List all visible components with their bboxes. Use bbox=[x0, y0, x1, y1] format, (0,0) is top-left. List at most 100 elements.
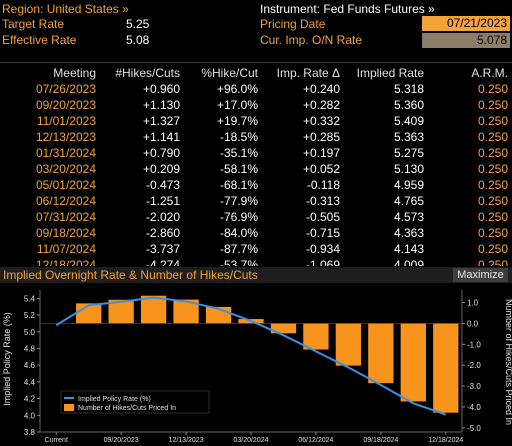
col-imp-rate-delta[interactable]: Imp. Rate Δ bbox=[276, 66, 340, 80]
col-hikes-cuts[interactable]: #Hikes/Cuts bbox=[115, 66, 180, 80]
implied-rate-cell: 4.765 bbox=[393, 194, 424, 208]
meeting-date-cell: 12/13/2023 bbox=[35, 130, 96, 144]
left-tick-label: 3.8 bbox=[24, 428, 36, 437]
pct-hike-cut-cell: -18.5% bbox=[219, 130, 258, 144]
arm-cell: 0.250 bbox=[477, 162, 508, 176]
left-tick-label: 4.4 bbox=[24, 378, 36, 387]
table-row[interactable]: 01/31/2024 +0.790 -35.1% +0.197 5.275 0.250 bbox=[0, 145, 512, 161]
bar bbox=[433, 323, 459, 413]
arm-cell: 0.250 bbox=[477, 242, 508, 256]
hikes-cuts-cell: -4.274 bbox=[145, 258, 180, 272]
table-row[interactable]: 11/07/2024 -3.737 -87.7% -0.934 4.143 0.250 bbox=[0, 241, 512, 257]
left-tick-label: 4.2 bbox=[24, 395, 36, 404]
meeting-date-cell: 05/01/2024 bbox=[35, 178, 96, 192]
imp-rate-delta-cell: -0.505 bbox=[305, 210, 340, 224]
bar bbox=[303, 323, 329, 350]
implied-rate-cell: 5.360 bbox=[393, 98, 424, 112]
region-selector[interactable]: Region: United States » bbox=[2, 2, 129, 16]
arm-cell: 0.250 bbox=[477, 210, 508, 224]
legend-bar-swatch bbox=[64, 404, 74, 411]
x-tick-label: 09/18/2024 bbox=[363, 437, 398, 444]
table-row[interactable]: 06/12/2024 -1.251 -77.9% -0.313 4.765 0.250 bbox=[0, 193, 512, 209]
pct-hike-cut-cell: -76.9% bbox=[219, 210, 258, 224]
implied-rate-cell: 5.409 bbox=[393, 114, 424, 128]
legend-box bbox=[60, 390, 210, 414]
left-axis-label: Implied Policy Rate (%) bbox=[2, 312, 12, 406]
bar bbox=[335, 323, 362, 366]
right-tick-label: 0.0 bbox=[467, 319, 479, 328]
col-meeting[interactable]: Meeting bbox=[53, 66, 96, 80]
right-tick-label: -5.0 bbox=[467, 424, 481, 433]
table-row[interactable]: 12/13/2023 +1.141 -18.5% +0.285 5.363 0.250 bbox=[0, 129, 512, 145]
arm-cell: 0.250 bbox=[477, 194, 508, 208]
instrument-selector[interactable]: Instrument: Fed Funds Futures » bbox=[260, 2, 435, 16]
cur-imp-rate-field[interactable]: 5.078 bbox=[422, 33, 510, 48]
table-header-row: Meeting #Hikes/Cuts %Hike/Cut Imp. Rate … bbox=[0, 66, 512, 81]
col-implied-rate[interactable]: Implied Rate bbox=[356, 66, 424, 80]
col-pct-hike-cut[interactable]: %Hike/Cut bbox=[201, 66, 258, 80]
hikes-cuts-cell: -3.737 bbox=[145, 242, 180, 256]
hikes-cuts-cell: -2.020 bbox=[145, 210, 180, 224]
meeting-date-cell: 06/12/2024 bbox=[35, 194, 96, 208]
implied-rate-cell: 5.318 bbox=[393, 82, 424, 96]
meeting-date-cell: 07/31/2024 bbox=[35, 210, 96, 224]
pct-hike-cut-cell: -53.7% bbox=[219, 258, 258, 272]
x-tick-label: 12/13/2023 bbox=[169, 437, 204, 444]
meeting-date-cell: 07/26/2023 bbox=[35, 82, 96, 96]
target-rate-label: Target Rate bbox=[2, 17, 65, 31]
pricing-date-label: Pricing Date bbox=[260, 17, 326, 31]
pct-hike-cut-cell: +96.0% bbox=[216, 82, 258, 96]
table-row[interactable]: 05/01/2024 -0.473 -68.1% -0.118 4.959 0.250 bbox=[0, 177, 512, 193]
bar bbox=[140, 295, 167, 324]
col-arm[interactable]: A.R.M. bbox=[471, 66, 508, 80]
table-row[interactable]: 03/20/2024 +0.209 -58.1% +0.052 5.130 0.250 bbox=[0, 161, 512, 177]
chart-title-bar bbox=[0, 267, 512, 283]
right-tick-label: -3.0 bbox=[467, 382, 481, 391]
x-tick-label: 12/18/2024 bbox=[428, 437, 463, 444]
left-tick-label: 4.8 bbox=[24, 344, 36, 353]
arm-cell: 0.250 bbox=[477, 130, 508, 144]
imp-rate-delta-cell: +0.052 bbox=[302, 162, 340, 176]
arm-cell: 0.250 bbox=[477, 114, 508, 128]
implied-rate-cell: 4.009 bbox=[393, 258, 424, 272]
bar bbox=[368, 323, 394, 384]
bar bbox=[108, 299, 134, 324]
imp-rate-delta-cell: +0.285 bbox=[302, 130, 340, 144]
left-tick-label: 5.2 bbox=[24, 311, 36, 320]
bar bbox=[400, 323, 426, 402]
implied-rate-cell: 5.130 bbox=[393, 162, 424, 176]
imp-rate-delta-cell: +0.240 bbox=[302, 82, 340, 96]
implied-rate-cell: 5.363 bbox=[393, 130, 424, 144]
right-tick-label: -2.0 bbox=[467, 361, 481, 370]
arm-cell: 0.250 bbox=[477, 226, 508, 240]
chart-title: Implied Overnight Rate & Number of Hikes… bbox=[3, 268, 258, 282]
hikes-cuts-cell: +0.960 bbox=[142, 82, 180, 96]
meeting-date-cell: 11/01/2023 bbox=[36, 114, 96, 128]
imp-rate-delta-cell: +0.332 bbox=[302, 114, 340, 128]
table-row[interactable]: 09/18/2024 -2.860 -84.0% -0.715 4.363 0.250 bbox=[0, 225, 512, 241]
table-row[interactable]: 11/01/2023 +1.327 +19.7% +0.332 5.409 0.250 bbox=[0, 113, 512, 129]
hikes-cuts-cell: +0.209 bbox=[142, 162, 180, 176]
right-tick-label: -1.0 bbox=[467, 340, 481, 349]
arm-cell: 0.250 bbox=[477, 146, 508, 160]
pricing-date-input[interactable]: 07/21/2023 bbox=[422, 16, 510, 31]
legend-bar-label: Number of Hikes/Cuts Priced In bbox=[78, 405, 176, 412]
meeting-date-cell: 03/20/2024 bbox=[35, 162, 96, 176]
hikes-cuts-cell: +1.327 bbox=[142, 114, 180, 128]
imp-rate-delta-cell: -0.934 bbox=[305, 242, 340, 256]
imp-rate-delta-cell: -0.313 bbox=[305, 194, 340, 208]
pct-hike-cut-cell: -68.1% bbox=[219, 178, 258, 192]
effective-rate-value: 5.08 bbox=[126, 33, 150, 47]
imp-rate-delta-cell: -1.069 bbox=[305, 258, 340, 272]
table-row[interactable]: 07/31/2024 -2.020 -76.9% -0.505 4.573 0.250 bbox=[0, 209, 512, 225]
table-row[interactable]: 12/18/2024 -4.274 -53.7% -1.069 4.009 0.250 bbox=[0, 257, 512, 272]
left-tick-label: 4.0 bbox=[24, 411, 36, 420]
table-row[interactable]: 09/20/2023 +1.130 +17.0% +0.282 5.360 0.250 bbox=[0, 97, 512, 113]
maximize-button[interactable]: Maximize bbox=[453, 268, 508, 282]
table-row[interactable]: 07/26/2023 +0.960 +96.0% +0.240 5.318 0.250 bbox=[0, 81, 512, 97]
x-tick-label: 06/12/2024 bbox=[298, 437, 333, 444]
imp-rate-delta-cell: -0.118 bbox=[306, 178, 340, 192]
hikes-cuts-cell: -2.860 bbox=[145, 226, 180, 240]
meeting-date-cell: 09/18/2024 bbox=[35, 226, 96, 240]
implied-rate-cell: 4.573 bbox=[393, 210, 424, 224]
